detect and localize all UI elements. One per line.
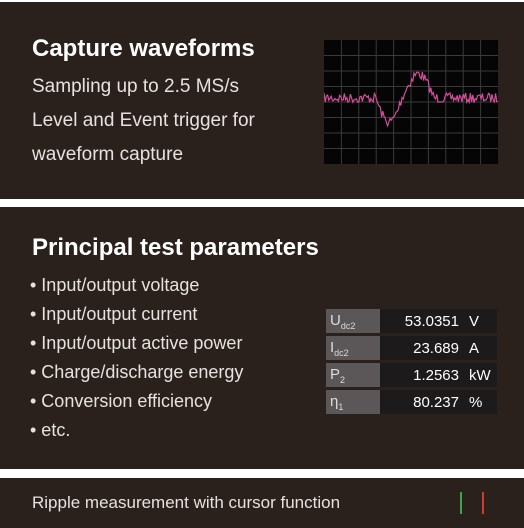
symbol: I xyxy=(330,338,335,356)
meter-symbol: Udc2 xyxy=(326,309,380,333)
parameters-panel: Principal test parameters • Input/output… xyxy=(0,207,524,469)
meter-unit: % xyxy=(463,390,497,414)
text-line: waveform capture xyxy=(32,144,184,165)
bullet-item: • Input/output current xyxy=(30,304,198,324)
bullet-item: • Conversion efficiency xyxy=(30,391,213,411)
waveform-image xyxy=(324,40,498,164)
cursor-green xyxy=(460,492,462,514)
meter-row: Udc2 53.0351 V xyxy=(326,309,497,333)
symbol: U xyxy=(330,311,341,329)
meter-unit: V xyxy=(463,309,497,333)
meter-value: 1.2563 xyxy=(380,363,463,387)
meter-symbol: η1 xyxy=(326,390,380,414)
bullet-item: • Input/output voltage xyxy=(30,275,200,295)
meter-table: Udc2 53.0351 V Idc2 23.689 A P2 1.2563 kW η1 80.23… xyxy=(326,306,497,417)
meter-row: Idc2 23.689 A xyxy=(326,336,497,360)
waveform xyxy=(324,71,498,128)
symbol: η xyxy=(330,392,339,410)
scope-grid xyxy=(324,40,498,164)
symbol-subscript: dc2 xyxy=(340,320,356,331)
bullet-item: • Input/output active power xyxy=(30,333,243,353)
cursor-red xyxy=(482,492,484,514)
footer-text: Ripple measurement with cursor function xyxy=(32,493,341,512)
section-title: Capture waveforms xyxy=(32,35,255,62)
bullet-item: • Charge/discharge energy xyxy=(30,362,244,382)
meter-row: η1 80.237% xyxy=(326,390,497,414)
meter-value: 53.0351 xyxy=(380,309,463,333)
meter-symbol: Idc2 xyxy=(326,336,380,360)
bullet-item: • etc. xyxy=(30,420,71,440)
meter-symbol: P2 xyxy=(326,363,380,387)
symbol-subscript: 2 xyxy=(340,374,346,385)
text-line: Sampling up to 2.5 MS/s xyxy=(32,76,239,97)
text-line: Level and Event trigger for xyxy=(32,110,255,131)
waveform-panel: Capture waveforms Sampling up to 2.5 MS/… xyxy=(0,2,524,199)
meter-value: 23.689 xyxy=(380,336,463,360)
section-title: Principal test parameters xyxy=(32,234,319,261)
meter-row: P2 1.2563 kW xyxy=(326,363,497,387)
meter-value: 80.237 xyxy=(380,390,463,414)
symbol-subscript: dc2 xyxy=(334,347,349,358)
meter-unit: A xyxy=(463,336,497,360)
ripple-panel: Ripple measurement with cursor function xyxy=(0,478,524,528)
meter-unit: kW xyxy=(463,363,497,387)
symbol-subscript: 1 xyxy=(338,401,344,412)
symbol: P xyxy=(330,365,341,383)
